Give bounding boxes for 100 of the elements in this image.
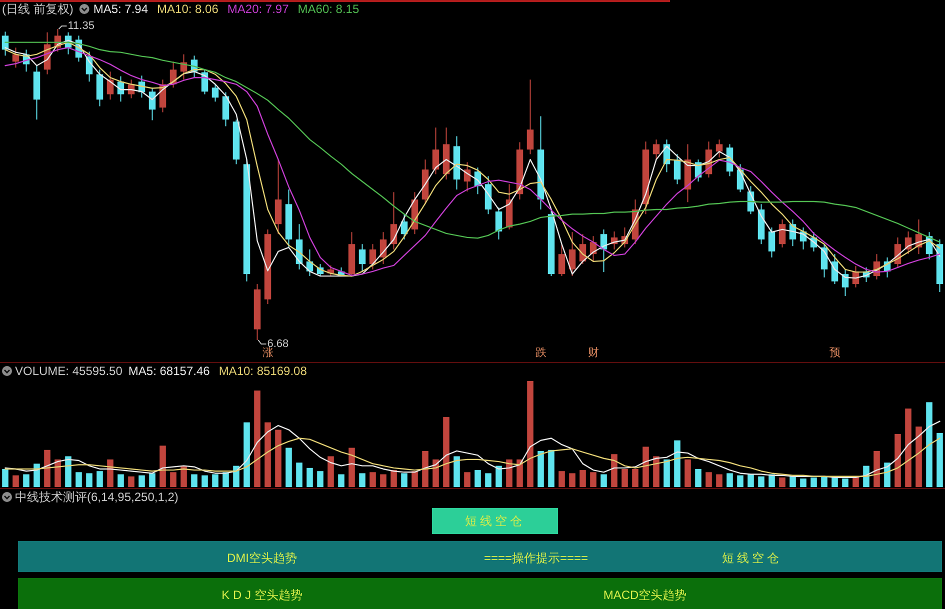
bar — [779, 477, 786, 487]
bar — [149, 473, 156, 487]
bar — [664, 459, 670, 487]
bar — [180, 466, 187, 487]
bar — [107, 459, 114, 487]
bar — [874, 450, 880, 487]
text: MA5: 68157.46 — [128, 364, 210, 378]
bar — [338, 474, 344, 487]
bar — [726, 473, 733, 487]
bar — [359, 473, 366, 487]
bar — [464, 472, 470, 487]
text: MACD空头趋势 — [603, 588, 687, 602]
text: MA20: 7.97 — [227, 2, 290, 16]
bar — [138, 475, 145, 487]
candlestick — [432, 127, 440, 175]
bar — [348, 448, 355, 487]
bar — [160, 446, 166, 487]
bar — [916, 426, 922, 487]
bar — [653, 456, 660, 487]
bar — [790, 476, 796, 487]
bar — [202, 475, 208, 487]
candlestick — [526, 79, 534, 155]
bar — [558, 471, 565, 487]
bar — [44, 450, 50, 487]
annotation: 11.35 — [68, 20, 94, 32]
bar — [580, 470, 586, 487]
bar — [810, 477, 817, 487]
bar — [695, 468, 702, 487]
bar — [432, 459, 439, 487]
bar — [936, 432, 943, 487]
candlestick — [222, 92, 230, 127]
bar — [716, 474, 722, 487]
bar — [296, 462, 302, 487]
candlestick — [495, 206, 502, 240]
bar — [401, 473, 408, 487]
text: 短线空仓 — [465, 514, 525, 528]
bar — [306, 468, 313, 487]
bar — [412, 471, 418, 487]
bar — [443, 417, 450, 487]
x-tick-label: 涨 — [262, 347, 274, 359]
bar — [96, 471, 103, 487]
bar — [12, 475, 19, 487]
bar — [380, 474, 386, 487]
candlestick — [674, 154, 681, 185]
bar — [758, 476, 764, 487]
bar — [23, 474, 30, 487]
bar — [748, 474, 754, 487]
bar — [926, 402, 932, 487]
bar — [370, 472, 376, 487]
bar — [244, 422, 250, 487]
bar — [496, 466, 502, 487]
bar — [832, 477, 838, 487]
bar — [590, 472, 596, 487]
bar — [128, 476, 134, 487]
text: MA60: 8.15 — [298, 2, 360, 16]
bar — [485, 473, 492, 487]
bar — [642, 446, 649, 487]
bar — [170, 472, 176, 487]
bar — [222, 472, 229, 487]
candlestick — [778, 218, 786, 248]
bar — [474, 470, 481, 487]
bar — [328, 456, 334, 487]
bar — [254, 390, 260, 487]
bar — [527, 381, 534, 487]
bar — [800, 478, 806, 487]
bar — [569, 473, 576, 487]
bar — [894, 434, 901, 487]
candlestick — [106, 71, 114, 100]
text: MA5: 7.94 — [93, 2, 148, 16]
bar — [212, 474, 218, 487]
bar — [842, 478, 848, 487]
bar — [65, 456, 72, 487]
bar — [86, 473, 92, 487]
bar — [905, 408, 912, 487]
x-tick-label: 预 — [829, 347, 840, 359]
text: MA10: 85169.08 — [218, 364, 308, 378]
bar — [548, 450, 554, 487]
candlestick — [652, 139, 660, 160]
bar — [118, 474, 124, 487]
bar — [286, 448, 292, 487]
bar — [317, 471, 324, 487]
bar — [684, 459, 691, 487]
chart-title: (日线 前复权) — [2, 2, 74, 16]
bar — [422, 450, 428, 487]
bar — [706, 472, 712, 487]
bar — [390, 470, 397, 487]
candlestick — [568, 232, 576, 277]
bar — [737, 475, 744, 487]
bar — [611, 454, 618, 487]
x-tick-label: 跌 — [535, 347, 546, 359]
bar — [516, 459, 523, 487]
candlestick — [558, 244, 566, 277]
bar — [2, 468, 8, 487]
chart-title: VOLUME: 45595.50 — [15, 364, 123, 378]
candlestick — [768, 226, 776, 258]
bar — [54, 459, 61, 487]
bar — [538, 450, 544, 487]
bar — [454, 456, 460, 487]
bar — [506, 459, 512, 487]
candlestick — [716, 139, 723, 158]
